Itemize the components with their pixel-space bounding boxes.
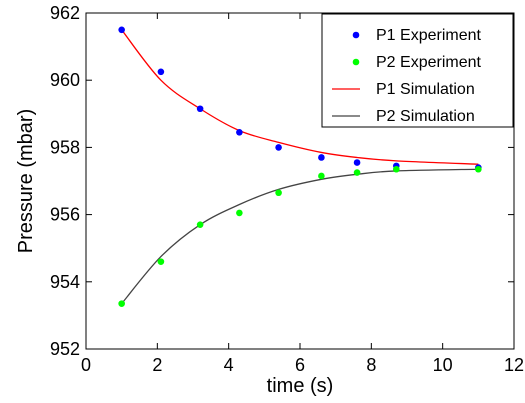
series-2-point [118, 300, 125, 307]
x-tick-label: 8 [366, 355, 376, 375]
series-1-point [196, 105, 204, 113]
series-2-point [318, 172, 325, 180]
y-tick-label: 952 [50, 339, 80, 359]
y-axis-label: Pressure (mbar) [15, 109, 37, 253]
x-tick-label: 0 [81, 355, 91, 375]
series-2-point [196, 221, 204, 228]
y-tick-label: 962 [50, 3, 80, 23]
legend-label: P1 Simulation [376, 81, 475, 98]
series-1-point [236, 128, 243, 136]
series-2-point [475, 165, 482, 173]
series-2-point [236, 209, 243, 217]
legend-label: P2 Experiment [376, 54, 481, 71]
series-1-point [275, 144, 282, 151]
y-tick-label: 958 [50, 137, 80, 157]
x-tick-label: 10 [433, 355, 453, 375]
series-2-point [275, 189, 282, 197]
x-tick-label: 2 [152, 355, 162, 375]
legend-label: P1 Experiment [376, 27, 481, 44]
series-line-1 [121, 29, 479, 165]
y-tick-label: 954 [50, 272, 80, 292]
series-1-point [157, 68, 165, 76]
series-1-point [118, 26, 125, 34]
data-series [118, 26, 482, 307]
y-tick-label: 960 [50, 70, 80, 90]
x-axis-label: time (s) [267, 375, 334, 397]
y-tick-label: 956 [50, 205, 80, 225]
series-2-point [353, 169, 361, 176]
legend-marker [352, 31, 360, 39]
series-1-point [318, 154, 325, 161]
legend-label: P2 Simulation [376, 108, 475, 125]
x-tick-label: 4 [224, 355, 234, 375]
series-line-2 [121, 168, 479, 305]
series-2-point [157, 258, 165, 265]
axis-tick-labels: 0 2 4 6 8 10 12 952 954 956 958 960 962 [50, 3, 524, 375]
series-1-point [353, 159, 361, 166]
legend: P1 Experiment P2 Experiment P1 Simulation P… [321, 13, 514, 128]
x-tick-label: 6 [295, 355, 305, 375]
x-tick-label: 12 [504, 355, 524, 375]
legend-marker [352, 58, 360, 66]
series-2-point [393, 165, 400, 173]
